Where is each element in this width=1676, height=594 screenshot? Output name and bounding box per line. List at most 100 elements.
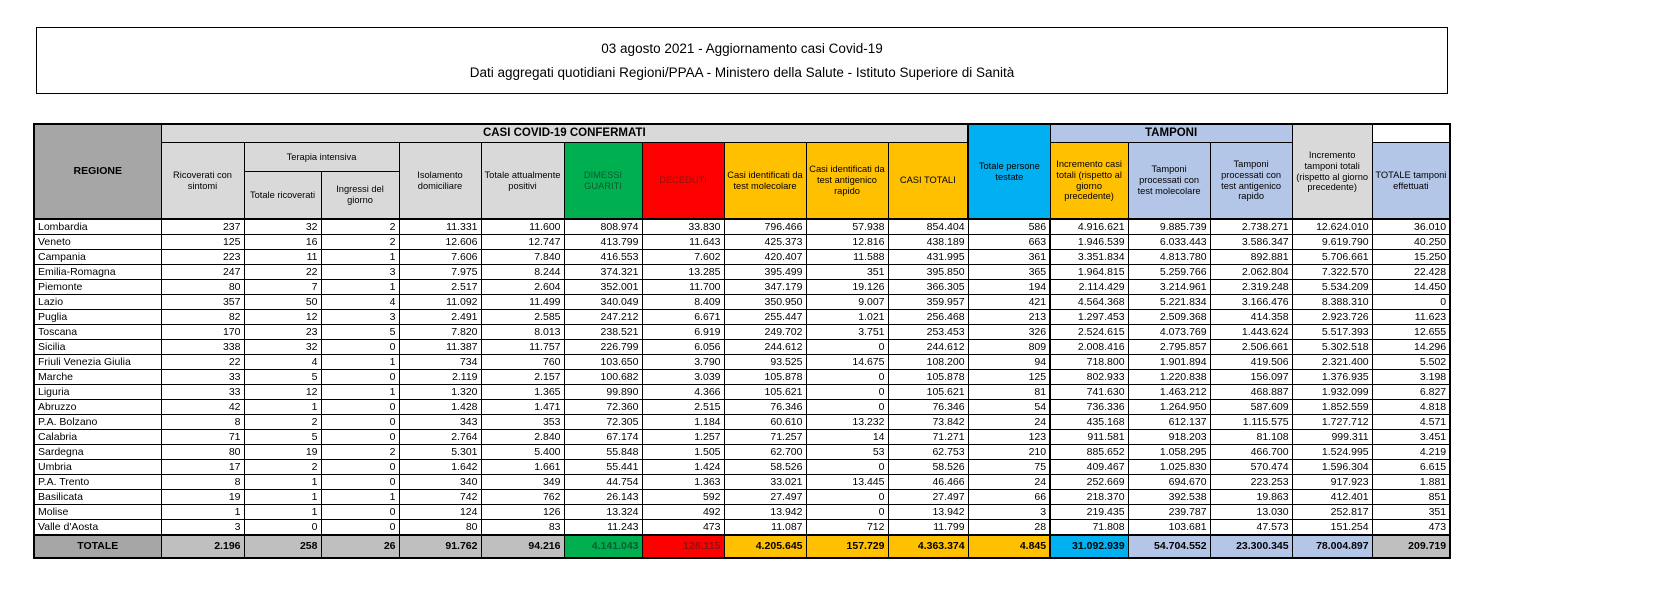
- cell: 80: [398, 519, 482, 536]
- cell: 11.700: [641, 279, 725, 295]
- table-row: Marche 33 5 0 2.119 2.157 100.682 3.039 105.878 0…: [33, 369, 1451, 385]
- cell: 2.506.661: [1209, 339, 1293, 355]
- cell: 11.643: [641, 234, 725, 250]
- cell: 40.250: [1371, 234, 1451, 250]
- region-name: Sardegna: [33, 444, 162, 460]
- cell: 11.331: [398, 218, 482, 235]
- cell: 2.515: [641, 399, 725, 415]
- cell: 66: [967, 489, 1051, 505]
- cell: 5: [243, 369, 322, 385]
- cell: 58.526: [723, 459, 807, 475]
- cell: 416.553: [563, 249, 643, 265]
- cell: 1.852.559: [1291, 399, 1373, 415]
- cell: 44.754: [563, 474, 643, 490]
- table-row: Valle d'Aosta 3 0 0 80 83 11.243 473 11.087 712 11…: [33, 519, 1451, 536]
- cell: 219.435: [1049, 504, 1129, 520]
- cell: 438.189: [887, 234, 969, 250]
- cell: 340.049: [563, 294, 643, 310]
- cell: 54.704.552: [1127, 534, 1211, 559]
- cell: 4.363.374: [887, 534, 969, 559]
- cell: 809: [967, 339, 1051, 355]
- header-casi-totali: CASI TOTALI: [887, 142, 969, 220]
- cell: 492: [641, 504, 725, 520]
- cell: 253.453: [887, 324, 969, 340]
- cell: 11.499: [480, 294, 565, 310]
- table-row: P.A. Trento 8 1 0 340 349 44.754 1.363 33.021 13.…: [33, 474, 1451, 490]
- cell: 14: [805, 429, 889, 445]
- cell: 2.524.615: [1049, 324, 1129, 340]
- cell: 3.790: [641, 354, 725, 370]
- cell: 223: [160, 249, 245, 265]
- cell: 3.586.347: [1209, 234, 1293, 250]
- cell: 1.946.539: [1049, 234, 1129, 250]
- cell: 5.259.766: [1127, 264, 1211, 280]
- cell: 0: [1371, 294, 1451, 310]
- region-name: Molise: [33, 504, 162, 520]
- cell: 53: [805, 444, 889, 460]
- cell: 586: [967, 218, 1051, 235]
- cell: 80: [160, 279, 245, 295]
- cell: 0: [320, 414, 400, 430]
- cell: 81: [967, 384, 1051, 400]
- cell: 55.441: [563, 459, 643, 475]
- cell: 5.301: [398, 444, 482, 460]
- region-name: P.A. Bolzano: [33, 414, 162, 430]
- region-name: Toscana: [33, 324, 162, 340]
- cell: 194: [967, 279, 1051, 295]
- cell: 357: [160, 294, 245, 310]
- cell: 256.468: [887, 309, 969, 325]
- table-row: P.A. Bolzano 8 2 0 343 353 72.305 1.184 60.610 13…: [33, 414, 1451, 430]
- cell: 238.521: [563, 324, 643, 340]
- cell: 11.588: [805, 249, 889, 265]
- cell: 359.957: [887, 294, 969, 310]
- cell: 365: [967, 264, 1051, 280]
- cell: 5: [320, 324, 400, 340]
- cell: 0: [320, 504, 400, 520]
- cell: 0: [805, 369, 889, 385]
- cell: 1.025.830: [1127, 459, 1211, 475]
- cell: 1.424: [641, 459, 725, 475]
- cell: 409.467: [1049, 459, 1129, 475]
- cell: 1: [243, 399, 322, 415]
- cell: 26: [320, 534, 400, 559]
- cell: 6.919: [641, 324, 725, 340]
- cell: 19: [160, 489, 245, 505]
- cell: 412.401: [1291, 489, 1373, 505]
- cell: 4.141.043: [563, 534, 643, 559]
- cell: 11.092: [398, 294, 482, 310]
- cell: 5.706.661: [1291, 249, 1373, 265]
- cell: 7.322.570: [1291, 264, 1373, 280]
- region-name: Lombardia: [33, 218, 162, 235]
- cell: 244.612: [887, 339, 969, 355]
- cell: 6.033.443: [1127, 234, 1211, 250]
- cell: 2.196: [160, 534, 245, 559]
- cell: 12.747: [480, 234, 565, 250]
- cell: 4.845: [967, 534, 1051, 559]
- cell: 58.526: [887, 459, 969, 475]
- cell: 8.388.310: [1291, 294, 1373, 310]
- cell: 125: [160, 234, 245, 250]
- cell: 7.602: [641, 249, 725, 265]
- table-row: Puglia 82 12 3 2.491 2.585 247.212 6.671 255.447…: [33, 309, 1451, 325]
- cell: 1: [320, 249, 400, 265]
- cell: 22.428: [1371, 264, 1451, 280]
- cell: 435.168: [1049, 414, 1129, 430]
- cell: 918.203: [1127, 429, 1211, 445]
- cell: 1.964.815: [1049, 264, 1129, 280]
- table-row: Toscana 170 23 5 7.820 8.013 238.521 6.919 249.7…: [33, 324, 1451, 340]
- cell: 0: [805, 384, 889, 400]
- cell: 14.450: [1371, 279, 1451, 295]
- cell: 71: [160, 429, 245, 445]
- cell: 0: [243, 519, 322, 536]
- region-name: Sicilia: [33, 339, 162, 355]
- cell: 32: [243, 339, 322, 355]
- cell: 8: [160, 414, 245, 430]
- cell: 2.795.857: [1127, 339, 1211, 355]
- cell: 33.021: [723, 474, 807, 490]
- cell: 326: [967, 324, 1051, 340]
- cell: 11.799: [887, 519, 969, 536]
- cell: 170: [160, 324, 245, 340]
- cell: 5.302.518: [1291, 339, 1373, 355]
- header-casi-test-antigenico: Casi identificati da test antigenico rap…: [805, 142, 889, 220]
- cell: 93.525: [723, 354, 807, 370]
